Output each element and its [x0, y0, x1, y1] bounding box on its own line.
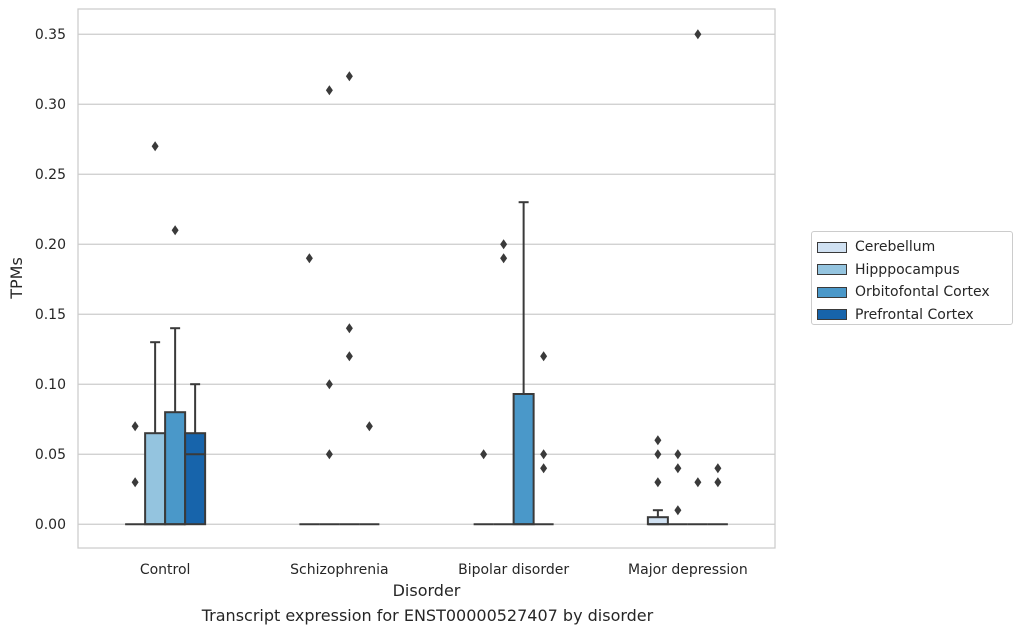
outlier-point — [540, 463, 548, 474]
outlier-point — [305, 253, 313, 264]
outlier-point — [345, 351, 353, 362]
outlier-point — [131, 421, 139, 432]
outlier-point — [654, 435, 662, 446]
legend: Cerebellum Hipppocampus Orbitofontal Corte… — [811, 231, 1013, 325]
box-group — [512, 201, 535, 526]
x-tick-label: Bipolar disorder — [458, 562, 569, 578]
outlier-point — [674, 505, 682, 516]
legend-label: Cerebellum — [855, 239, 936, 256]
box — [646, 516, 669, 526]
outlier-point — [131, 477, 139, 488]
y-tick-label: 0.30 — [35, 97, 66, 113]
chart-caption: Transcript expression for ENST0000052740… — [201, 606, 654, 625]
outlier-point — [500, 253, 508, 264]
outlier-point — [654, 449, 662, 460]
outlier-point — [674, 463, 682, 474]
y-tick-label: 0.15 — [35, 307, 66, 323]
box-group — [299, 253, 320, 526]
outlier-point — [480, 449, 488, 460]
y-tick-label: 0.25 — [35, 167, 66, 183]
outlier-point — [325, 449, 333, 460]
outlier-point — [540, 351, 548, 362]
legend-swatch — [817, 264, 847, 276]
x-axis-label: Disorder — [393, 581, 461, 600]
y-tick-label: 0.10 — [35, 377, 66, 393]
outlier-point — [500, 239, 508, 250]
outlier-point — [694, 477, 702, 488]
legend-swatch — [817, 309, 847, 321]
outlier-point — [151, 141, 159, 152]
outlier-point — [325, 85, 333, 96]
outlier-point — [345, 323, 353, 334]
y-axis-label: TPMs — [7, 257, 26, 300]
outlier-point — [654, 477, 662, 488]
plot-frame — [77, 8, 776, 549]
outlier-point — [714, 463, 722, 474]
box-group — [707, 463, 728, 526]
box-group — [687, 29, 708, 526]
legend-swatch — [817, 286, 847, 298]
box-group — [125, 421, 146, 526]
y-tick-label: 0.35 — [35, 27, 66, 43]
outlier-point — [365, 421, 373, 432]
legend-label: Hipppocampus — [855, 261, 960, 278]
legend-item: Hipppocampus — [817, 259, 1012, 282]
box — [164, 411, 187, 526]
box-group — [164, 225, 187, 526]
outlier-point — [345, 71, 353, 82]
box-group — [473, 449, 494, 526]
y-tick-label: 0.05 — [35, 447, 66, 463]
box-group — [339, 71, 360, 526]
box-group — [184, 383, 207, 526]
outlier-point — [171, 225, 179, 236]
box — [184, 432, 207, 526]
outlier-point — [325, 379, 333, 390]
legend-item: Cerebellum — [817, 236, 1012, 259]
legend-swatch — [817, 241, 847, 253]
box-group — [144, 141, 167, 526]
box-group — [533, 351, 554, 526]
x-tick-label: Control — [140, 562, 191, 578]
x-tick-label: Schizophrenia — [290, 562, 388, 578]
legend-item: Prefrontal Cortex — [817, 304, 1012, 327]
box — [512, 393, 535, 526]
outlier-point — [714, 477, 722, 488]
y-tick-label: 0.00 — [35, 517, 66, 533]
legend-item: Orbitofontal Cortex — [817, 281, 1012, 304]
outlier-point — [674, 449, 682, 460]
x-tick-label: Major depression — [628, 562, 748, 578]
box-group — [667, 449, 688, 526]
box-group — [646, 435, 669, 526]
box-group — [493, 239, 514, 526]
box — [144, 432, 167, 526]
box-group — [319, 85, 340, 526]
outlier-point — [540, 449, 548, 460]
y-tick-label: 0.20 — [35, 237, 66, 253]
box-group — [359, 421, 380, 526]
outlier-point — [694, 29, 702, 40]
legend-label: Orbitofontal Cortex — [855, 284, 990, 301]
legend-label: Prefrontal Cortex — [855, 306, 974, 323]
